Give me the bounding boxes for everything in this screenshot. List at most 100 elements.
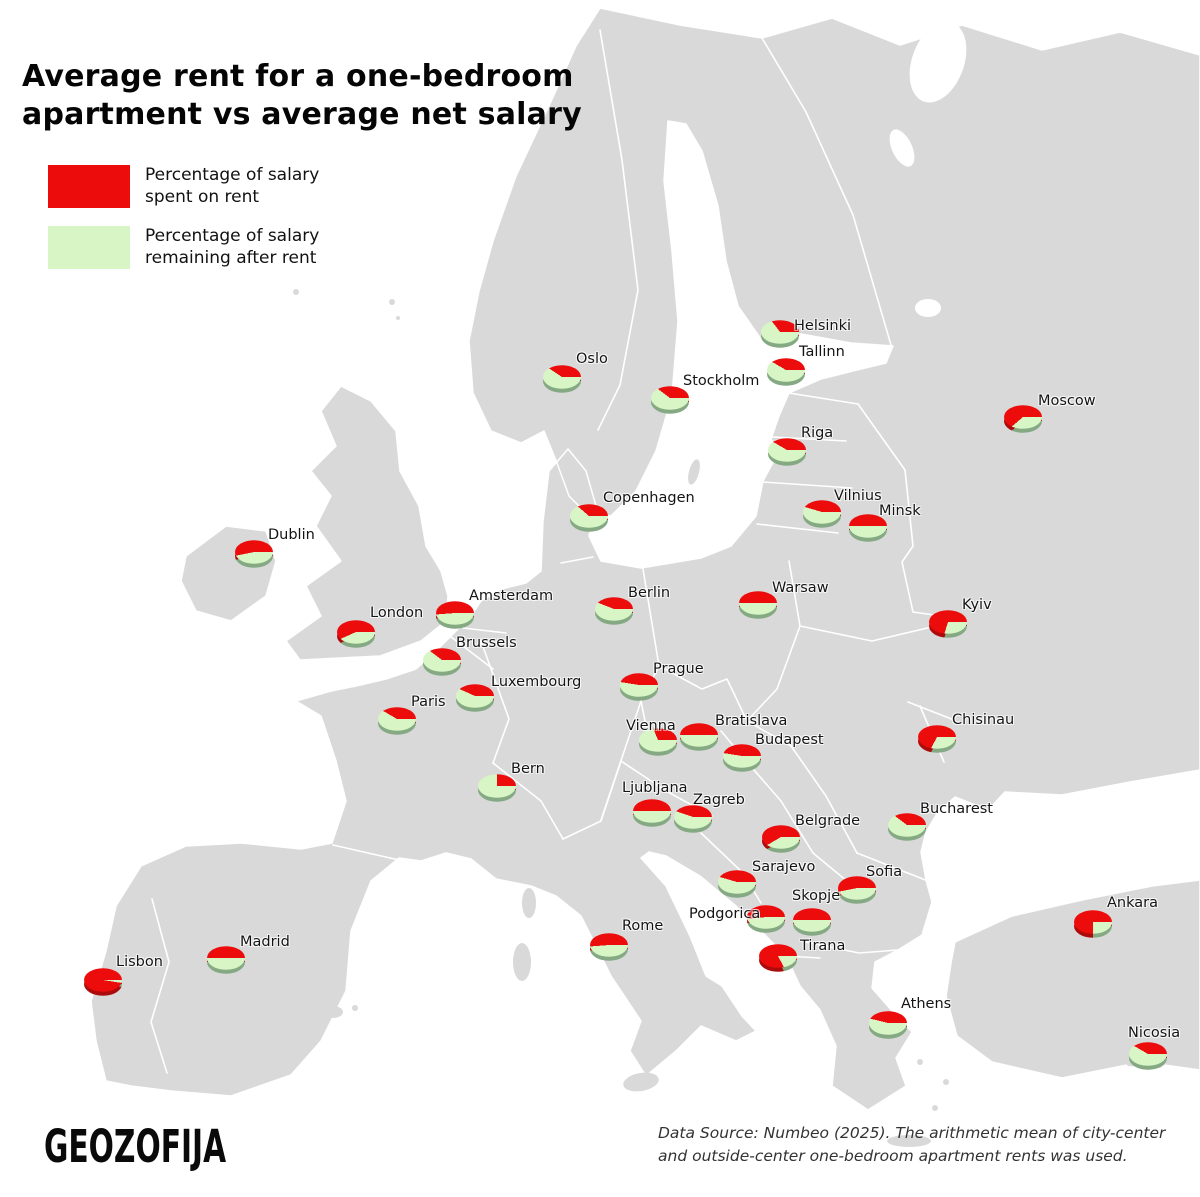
pie-dublin bbox=[235, 533, 273, 571]
city-label-dublin: Dublin bbox=[268, 527, 315, 543]
city-label-minsk: Minsk bbox=[879, 503, 921, 519]
pie-podgorica bbox=[747, 898, 785, 936]
page-title: Average rent for a one-bedroom apartment… bbox=[22, 59, 582, 133]
pie-sofia bbox=[838, 869, 876, 907]
pie-ankara bbox=[1074, 903, 1112, 941]
pie-berlin bbox=[595, 590, 633, 628]
pie-bern bbox=[478, 767, 516, 805]
pie-belgrade bbox=[762, 818, 800, 856]
city-label-podgorica: Podgorica bbox=[689, 906, 761, 922]
pie-top-surface bbox=[620, 673, 658, 697]
pie-top-surface bbox=[767, 358, 805, 382]
pie-tirana bbox=[759, 937, 797, 975]
pie-chisinau bbox=[918, 718, 956, 756]
city-label-stockholm: Stockholm bbox=[683, 373, 760, 389]
city-label-ljubljana: Ljubljana bbox=[622, 780, 688, 796]
city-label-nicosia: Nicosia bbox=[1128, 1025, 1181, 1041]
legend: Percentage of salary spent on rent Perce… bbox=[48, 164, 355, 286]
remaining-legend-label: Percentage of salary remaining after ren… bbox=[145, 226, 320, 269]
city-label-warsaw: Warsaw bbox=[772, 580, 829, 596]
pie-brussels bbox=[423, 641, 461, 679]
city-label-sofia: Sofia bbox=[866, 864, 903, 880]
legend-row-remaining: Percentage of salary remaining after ren… bbox=[48, 225, 355, 269]
pie-bratislava bbox=[680, 716, 718, 754]
pie-copenhagen bbox=[570, 497, 608, 535]
pie-top-surface bbox=[378, 707, 416, 731]
pie-top-surface bbox=[478, 774, 516, 798]
city-label-chisinau: Chisinau bbox=[952, 712, 1015, 728]
rent-color-swatch bbox=[48, 164, 130, 208]
pie-top-surface bbox=[235, 540, 273, 564]
pie-top-surface bbox=[337, 620, 375, 644]
pie-oslo bbox=[543, 358, 581, 396]
pie-top-surface bbox=[423, 648, 461, 672]
city-label-budapest: Budapest bbox=[755, 732, 824, 748]
pie-amsterdam bbox=[436, 594, 474, 632]
pie-top-surface bbox=[590, 933, 628, 957]
city-label-vilnius: Vilnius bbox=[834, 488, 882, 504]
pie-warsaw bbox=[739, 584, 777, 622]
pie-top-surface bbox=[680, 723, 718, 747]
pie-athens bbox=[869, 1004, 907, 1042]
pie-top-surface bbox=[639, 728, 677, 752]
pie-top-surface bbox=[633, 799, 671, 823]
pie-vilnius bbox=[803, 493, 841, 531]
pie-paris bbox=[378, 700, 416, 738]
pie-top-surface bbox=[888, 813, 926, 837]
city-label-berlin: Berlin bbox=[628, 585, 671, 601]
country-borders bbox=[150, 29, 963, 1074]
pie-top-surface bbox=[762, 825, 800, 849]
pie-sarajevo bbox=[718, 863, 756, 901]
city-label-prague: Prague bbox=[653, 661, 704, 677]
pie-top-surface bbox=[739, 591, 777, 615]
legend-row-rent: Percentage of salary spent on rent bbox=[48, 164, 355, 208]
pie-london bbox=[337, 613, 375, 651]
data-source-note: Data Source: Numbeo (2025). The arithmet… bbox=[658, 1124, 1166, 1166]
city-label-madrid: Madrid bbox=[240, 934, 290, 950]
pie-top-surface bbox=[543, 365, 581, 389]
city-label-vienna: Vienna bbox=[626, 718, 676, 734]
pie-top-surface bbox=[207, 946, 245, 970]
city-label-bucharest: Bucharest bbox=[920, 801, 993, 817]
pie-rome bbox=[590, 926, 628, 964]
city-label-ankara: Ankara bbox=[1107, 895, 1158, 911]
pie-tallinn bbox=[767, 351, 805, 389]
pie-top-surface bbox=[1129, 1042, 1167, 1066]
pie-top-surface bbox=[759, 944, 797, 968]
city-label-bratislava: Bratislava bbox=[715, 713, 788, 729]
city-label-helsinki: Helsinki bbox=[794, 318, 852, 334]
pie-luxembourg bbox=[456, 677, 494, 715]
rent-legend-label: Percentage of salary spent on rent bbox=[145, 165, 320, 208]
pie-top-surface bbox=[768, 438, 806, 462]
pie-top-surface bbox=[723, 744, 761, 768]
pie-top-surface bbox=[918, 725, 956, 749]
city-label-amsterdam: Amsterdam bbox=[469, 588, 554, 604]
city-label-skopje: Skopje bbox=[792, 888, 841, 904]
pie-top-surface bbox=[803, 500, 841, 524]
pie-helsinki bbox=[761, 313, 799, 351]
pie-top-surface bbox=[595, 597, 633, 621]
city-label-athens: Athens bbox=[901, 996, 952, 1012]
city-label-bern: Bern bbox=[511, 761, 545, 777]
remaining-color-swatch bbox=[48, 225, 130, 269]
city-label-zagreb: Zagreb bbox=[693, 792, 745, 808]
city-label-rome: Rome bbox=[622, 918, 664, 934]
city-label-riga: Riga bbox=[801, 425, 834, 441]
pie-top-surface bbox=[929, 610, 967, 634]
city-label-oslo: Oslo bbox=[576, 351, 608, 367]
pie-top-surface bbox=[838, 876, 876, 900]
city-label-tirana: Tirana bbox=[800, 938, 846, 954]
city-label-paris: Paris bbox=[411, 694, 446, 710]
city-label-london: London bbox=[370, 605, 424, 621]
pie-top-surface bbox=[84, 968, 122, 992]
pie-top-surface bbox=[793, 908, 831, 932]
city-label-lisbon: Lisbon bbox=[116, 954, 163, 970]
city-label-belgrade: Belgrade bbox=[795, 813, 861, 829]
pie-top-surface bbox=[718, 870, 756, 894]
pie-ljubljana bbox=[633, 792, 671, 830]
pie-moscow bbox=[1004, 398, 1042, 436]
pie-minsk bbox=[849, 507, 887, 545]
pie-lisbon bbox=[84, 961, 122, 999]
city-label-copenhagen: Copenhagen bbox=[603, 490, 695, 506]
